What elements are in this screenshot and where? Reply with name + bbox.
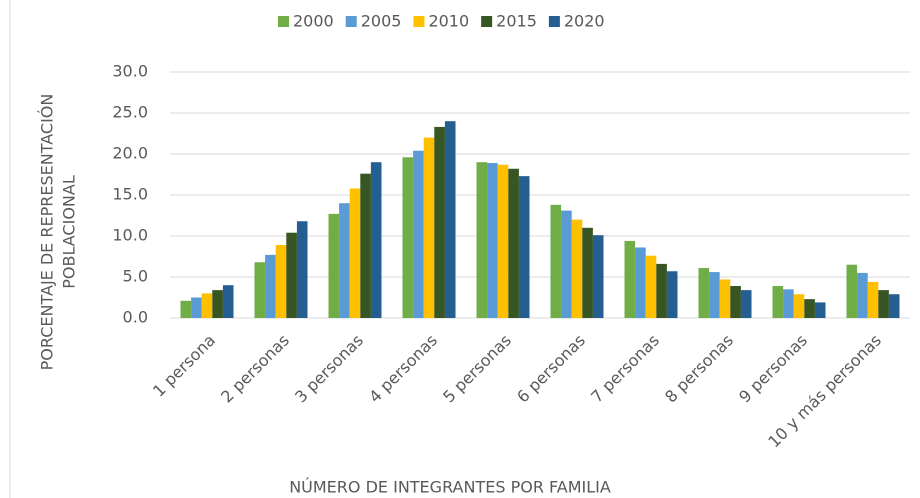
bar [191, 297, 202, 318]
bar [592, 235, 604, 318]
x-tick-label: 4 personas [365, 331, 441, 407]
y-tick-label: 0.0 [123, 308, 148, 327]
bar [571, 219, 583, 318]
bar [793, 294, 805, 318]
x-tick-label: 5 personas [439, 331, 515, 407]
bar [656, 263, 667, 318]
legend-label: 2015 [496, 12, 537, 31]
bar [867, 281, 879, 318]
x-tick-label: 1 persona [149, 331, 219, 401]
legend-swatch [278, 16, 289, 27]
legend-label: 2000 [293, 12, 334, 31]
bar [804, 299, 815, 318]
legend-label: 2010 [428, 12, 469, 31]
legend-swatch [413, 16, 425, 27]
legend-swatch [548, 16, 560, 27]
y-axis-title: POBLACIONAL [60, 175, 79, 289]
y-tick-label: 15.0 [112, 185, 148, 204]
bar [265, 254, 276, 318]
bar [624, 240, 636, 318]
legend-label: 2020 [564, 12, 605, 31]
bar [339, 203, 350, 318]
bar [349, 188, 361, 318]
bar [212, 290, 223, 318]
bar [423, 137, 435, 318]
y-tick-label: 10.0 [112, 226, 148, 245]
bar [698, 267, 710, 318]
bar [222, 285, 234, 318]
bar [846, 264, 858, 318]
bar [508, 168, 519, 318]
x-tick-label: 6 personas [513, 331, 589, 407]
legend-swatch [345, 16, 357, 27]
bar [476, 162, 488, 318]
bar [518, 176, 530, 318]
y-tick-label: 20.0 [112, 144, 148, 163]
bar [487, 163, 498, 318]
bar [645, 255, 657, 318]
y-axis-title: PORCENTAJE DE REPRESENTACIÓN [38, 94, 57, 371]
legend-swatch [481, 16, 493, 27]
bar [328, 213, 340, 318]
bar [888, 294, 900, 318]
bar [857, 272, 868, 318]
bar [730, 286, 741, 318]
y-tick-label: 30.0 [112, 62, 148, 81]
bar [370, 162, 382, 318]
legend-label: 2005 [361, 12, 402, 31]
bar [772, 286, 784, 318]
y-tick-label: 5.0 [123, 267, 148, 286]
bar [635, 247, 646, 318]
bar [413, 150, 424, 318]
bar [201, 293, 213, 318]
bar [402, 157, 414, 318]
y-tick-label: 25.0 [112, 103, 148, 122]
bar [582, 227, 593, 318]
bar [561, 210, 572, 318]
bar [666, 271, 678, 318]
bar [286, 232, 297, 318]
bar [719, 279, 731, 318]
x-tick-label: 9 personas [735, 331, 811, 407]
bar [740, 290, 752, 318]
bar [254, 262, 266, 318]
x-axis-title: NÚMERO DE INTEGRANTES POR FAMILIA [289, 478, 611, 497]
bar [434, 126, 445, 318]
bar [783, 289, 794, 318]
bar [709, 272, 720, 318]
bar [444, 121, 456, 318]
bar [814, 302, 826, 318]
x-tick-label: 8 personas [661, 331, 737, 407]
bar [878, 290, 889, 318]
bar [550, 204, 562, 318]
bar [296, 221, 308, 318]
bar [275, 245, 287, 318]
bar [360, 173, 371, 318]
bar [497, 164, 509, 318]
bar [180, 300, 192, 318]
x-tick-label: 2 personas [217, 331, 293, 407]
x-tick-label: 7 personas [587, 331, 663, 407]
x-tick-label: 3 personas [291, 331, 367, 407]
